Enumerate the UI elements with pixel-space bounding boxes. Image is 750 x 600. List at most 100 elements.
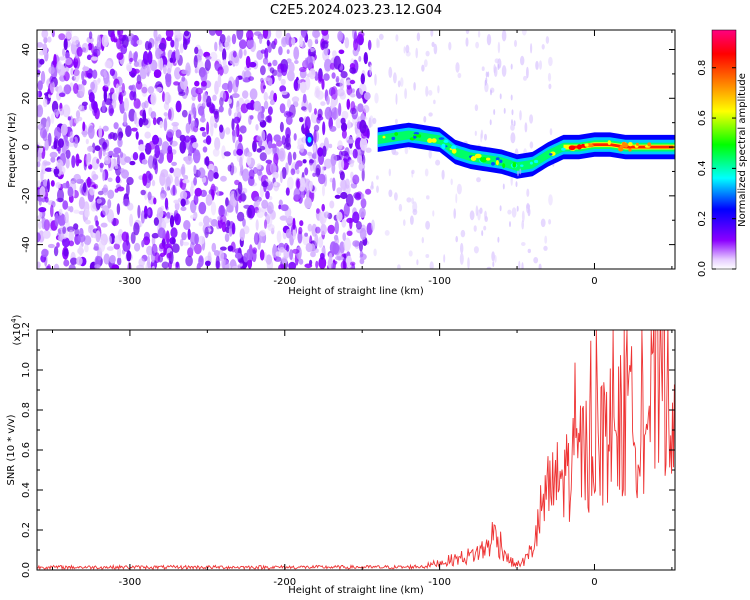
speckle-mark (172, 262, 176, 267)
speckle-mark (156, 86, 163, 92)
speckle-mark (150, 92, 157, 106)
speckle-mark (180, 166, 185, 175)
snr-plot-area (37, 330, 675, 570)
speckle-mark (82, 121, 86, 132)
speckle-mark (68, 229, 74, 242)
speckle-mark (297, 230, 303, 244)
speckle-mark (58, 56, 66, 61)
speckle-mark (130, 72, 136, 78)
speckle-mark (178, 91, 186, 97)
speckle-mark (205, 260, 211, 267)
speckle-mark (226, 204, 234, 213)
speckle-mark (49, 81, 56, 94)
speckle-mark (200, 69, 208, 83)
speckle-mark (208, 30, 217, 36)
speckle-mark (147, 191, 152, 201)
speckle-mark (330, 86, 338, 101)
speckle-mark (97, 78, 101, 83)
speckle-mark (428, 149, 432, 159)
speckle-mark (315, 260, 319, 269)
speckle-mark (133, 222, 140, 236)
speckle-mark (298, 226, 303, 235)
speckle-mark (273, 92, 277, 103)
speckle-mark (263, 91, 268, 102)
speckle-mark (341, 110, 349, 120)
speckle-mark (288, 261, 297, 269)
speckle-mark (39, 186, 46, 199)
speckle-mark (198, 48, 203, 58)
speckle-mark (203, 215, 210, 226)
speckle-mark (360, 198, 367, 209)
speckle-mark (474, 130, 477, 136)
speckle-mark (493, 66, 498, 77)
speckle-mark (171, 121, 179, 127)
speckle-mark (285, 142, 292, 150)
speckle-mark (192, 142, 199, 149)
speckle-mark (133, 61, 140, 67)
speckle-mark (133, 52, 138, 63)
speckle-mark (68, 240, 75, 247)
speckle-mark (92, 48, 101, 57)
speckle-mark (173, 199, 180, 204)
snr-y-axis: 0.0 0.2 0.4 0.6 0.8 1.0 1.2 (21, 322, 675, 578)
speckle-mark (152, 134, 159, 145)
speckle-mark (190, 241, 195, 252)
speckle-mark (521, 262, 524, 269)
speckle-mark (135, 131, 139, 140)
spectrogram-x-axis-label: Height of straight line (km) (288, 286, 424, 297)
y-tick-label: 0.2 (21, 522, 32, 538)
speckle-mark (103, 253, 110, 265)
speckle-mark (337, 30, 343, 42)
speckle-mark (50, 204, 54, 218)
speckle-mark (524, 122, 528, 133)
speckle-mark (205, 194, 213, 206)
x-tick-label: -300 (119, 577, 142, 588)
speckle-mark (220, 175, 227, 182)
speckle-mark (293, 46, 300, 60)
speckle-mark (126, 182, 130, 197)
speckle-mark (142, 173, 148, 186)
speckle-mark (276, 230, 282, 243)
speckle-mark (455, 193, 458, 204)
speckle-mark (359, 119, 367, 134)
speckle-mark (248, 61, 257, 68)
speckle-mark (133, 68, 140, 74)
speckle-mark (216, 189, 220, 197)
speckle-mark (90, 81, 95, 91)
speckle-mark (219, 215, 227, 225)
speckle-mark (323, 73, 330, 81)
ridge-blob (451, 148, 457, 154)
speckle-mark (292, 227, 297, 241)
speckle-mark (484, 133, 487, 141)
speckle-mark (292, 217, 296, 230)
speckle-mark (92, 183, 99, 190)
speckle-mark (53, 168, 60, 175)
speckle-mark (174, 67, 182, 80)
colorbar-tick-label: 0.4 (697, 160, 708, 176)
speckle-mark (321, 203, 326, 212)
speckle-mark (376, 185, 379, 193)
speckle-mark (261, 181, 269, 188)
speckle-mark (510, 132, 516, 144)
speckle-mark (312, 30, 320, 39)
speckle-mark (164, 178, 171, 192)
speckle-mark (333, 154, 338, 163)
speckle-mark (473, 246, 479, 254)
speckle-mark (494, 255, 497, 263)
speckle-mark (510, 63, 513, 70)
speckle-mark (287, 70, 295, 82)
speckle-mark (521, 210, 525, 223)
speckle-mark (147, 50, 153, 65)
ridge-blob (624, 142, 628, 148)
speckle-mark (435, 159, 441, 166)
speckle-mark (114, 235, 123, 245)
speckle-mark (222, 48, 227, 62)
speckle-mark (194, 243, 202, 255)
speckle-mark (352, 211, 360, 224)
speckle-mark (365, 188, 372, 195)
speckle-mark (118, 94, 122, 102)
speckle-mark (112, 217, 117, 227)
speckle-mark (144, 65, 150, 74)
speckle-mark (256, 209, 265, 219)
speckle-mark (73, 83, 79, 94)
